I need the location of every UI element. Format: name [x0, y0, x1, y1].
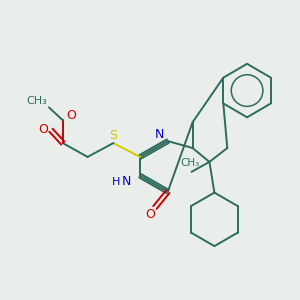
- Text: N: N: [155, 128, 165, 141]
- Text: O: O: [145, 208, 155, 221]
- Text: CH₃: CH₃: [27, 97, 47, 106]
- Text: N: N: [122, 175, 131, 188]
- Text: O: O: [66, 109, 76, 122]
- Text: S: S: [109, 129, 117, 142]
- Text: O: O: [38, 123, 48, 136]
- Text: CH₃: CH₃: [180, 158, 199, 168]
- Text: H: H: [112, 177, 121, 187]
